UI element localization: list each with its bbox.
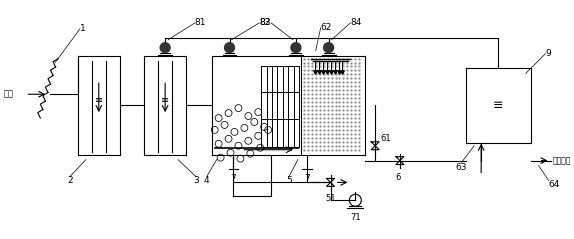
Text: 4: 4 [204, 176, 210, 185]
Text: ≡: ≡ [95, 95, 103, 105]
Circle shape [160, 43, 170, 53]
Text: 61: 61 [380, 134, 391, 143]
Text: 污水: 污水 [3, 90, 14, 99]
Text: ≡: ≡ [492, 99, 503, 112]
Text: 64: 64 [549, 180, 560, 190]
Text: 83: 83 [259, 18, 271, 27]
Text: 系统出水: 系统出水 [553, 156, 571, 165]
Circle shape [291, 43, 301, 53]
Text: 81: 81 [195, 18, 207, 27]
Text: 5: 5 [286, 176, 292, 185]
Text: 2: 2 [67, 176, 73, 185]
Text: 7: 7 [304, 174, 310, 184]
Text: 1: 1 [80, 24, 86, 33]
Text: 62: 62 [321, 23, 332, 32]
Text: 3: 3 [193, 176, 199, 185]
Text: 9: 9 [545, 49, 551, 58]
Text: 84: 84 [350, 18, 362, 27]
Text: 82: 82 [259, 18, 270, 27]
Text: ≡: ≡ [161, 95, 169, 105]
Text: 63: 63 [456, 163, 467, 172]
Text: 71: 71 [350, 213, 360, 222]
Circle shape [324, 43, 333, 53]
Text: 51: 51 [325, 194, 336, 203]
Circle shape [224, 43, 235, 53]
Text: 7: 7 [231, 174, 236, 184]
Text: 6: 6 [395, 173, 401, 181]
